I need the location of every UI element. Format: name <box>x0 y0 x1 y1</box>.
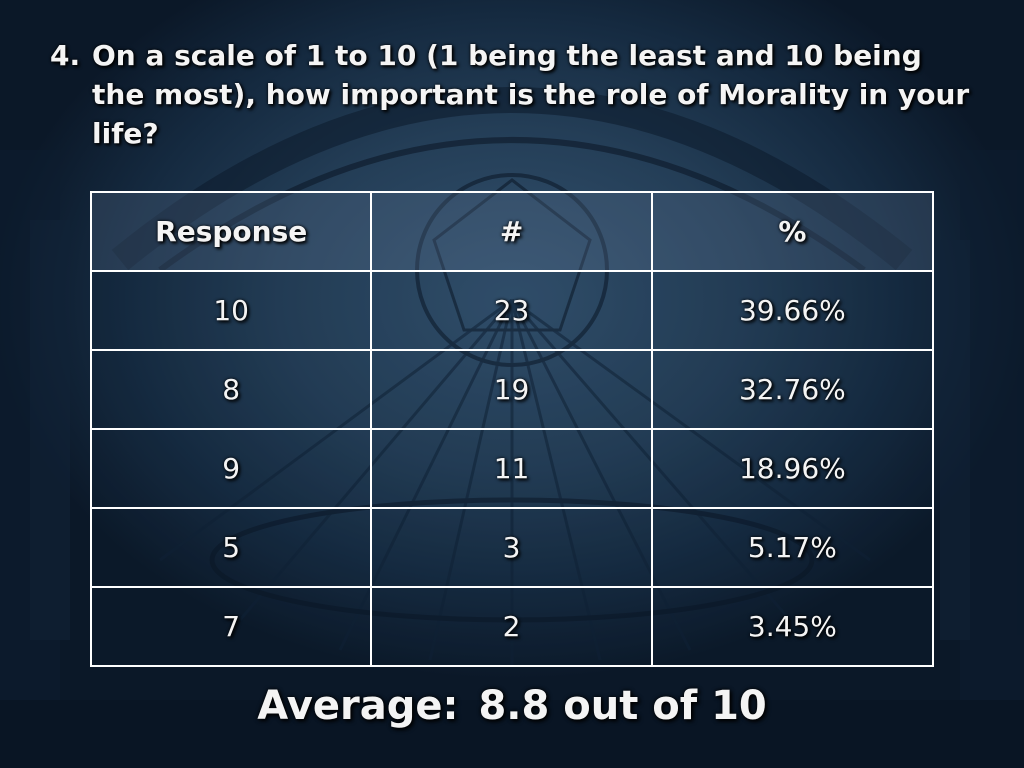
column-header-response: Response <box>89 191 373 272</box>
percent-cell: 5.17% <box>650 507 935 588</box>
count-cell: 11 <box>370 428 653 509</box>
response-cell: 9 <box>89 428 373 509</box>
question-text: On a scale of 1 to 10 (1 being the least… <box>92 39 970 150</box>
column-header-count: # <box>370 191 653 272</box>
table-row: 9 11 18.96% <box>89 428 935 509</box>
response-cell: 7 <box>89 586 373 667</box>
table-row: 8 19 32.76% <box>89 349 935 430</box>
average-label: Average: <box>257 683 459 729</box>
percent-cell: 18.96% <box>650 428 935 509</box>
response-cell: 10 <box>89 270 373 351</box>
count-cell: 19 <box>370 349 653 430</box>
question-heading: 4. On a scale of 1 to 10 (1 being the le… <box>50 36 970 153</box>
results-table: Response # % 10 23 39.66% 8 19 32.76% 9 … <box>89 191 935 667</box>
count-cell: 23 <box>370 270 653 351</box>
column-header-percent: % <box>650 191 935 272</box>
count-cell: 3 <box>370 507 653 588</box>
average-value: 8.8 out of 10 <box>478 683 767 729</box>
percent-cell: 39.66% <box>650 270 935 351</box>
question-number: 4. <box>50 39 81 72</box>
response-cell: 8 <box>89 349 373 430</box>
count-cell: 2 <box>370 586 653 667</box>
response-cell: 5 <box>89 507 373 588</box>
percent-cell: 3.45% <box>650 586 935 667</box>
table-row: 7 2 3.45% <box>89 586 935 667</box>
average-summary: Average: 8.8 out of 10 <box>0 678 1024 734</box>
table-row: 5 3 5.17% <box>89 507 935 588</box>
percent-cell: 32.76% <box>650 349 935 430</box>
table-header-row: Response # % <box>89 191 935 272</box>
table-row: 10 23 39.66% <box>89 270 935 351</box>
